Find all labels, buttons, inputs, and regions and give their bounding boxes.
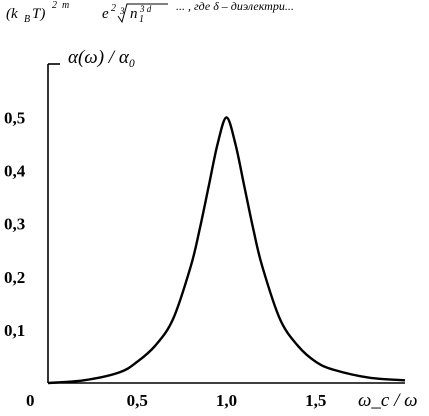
series-group	[47, 116, 406, 385]
formula-kbt-pow: 2	[52, 0, 57, 11]
y-tick-label: 0,4	[4, 162, 26, 181]
y-tick-label: 0,2	[4, 268, 25, 287]
series-line	[47, 116, 406, 385]
formula-root-index: 3	[119, 6, 125, 16]
tick-labels: 0,1 0,2 0,3 0,4 0,5 0,5 1,0 1,5	[4, 109, 326, 411]
formula-m: m	[62, 0, 69, 11]
origin-label: 0	[26, 391, 35, 410]
y-axis-label: α(ω) / α₀	[68, 47, 135, 68]
formula-n-sup: 3 d	[139, 4, 152, 14]
y-tick-label: 0,3	[4, 215, 25, 234]
formula-kbt-sub: B	[24, 14, 30, 25]
radical-sign	[117, 3, 168, 24]
formula-kbt: (k	[6, 6, 18, 22]
x-tick-label: 0,5	[127, 391, 148, 410]
x-axis-label: ω_c / ω	[358, 390, 418, 411]
formula-kbt-close: T)	[32, 6, 45, 22]
formula-e-pow: 2	[111, 3, 116, 14]
formula-tail: ... , где δ – диэлектри...	[176, 0, 294, 13]
formula-n: n	[130, 6, 138, 22]
y-tick-label: 0,1	[4, 321, 25, 340]
x-tick-label: 1,0	[216, 391, 237, 410]
formula-n-sub: 1	[139, 14, 144, 25]
header-formula-fragment: (k B T) 2 m e 2 3 n 1 3 d ... , где δ – …	[6, 0, 294, 25]
formula-e: e	[102, 6, 109, 22]
x-tick-label: 1,5	[305, 391, 326, 410]
y-tick-label: 0,5	[4, 109, 25, 128]
